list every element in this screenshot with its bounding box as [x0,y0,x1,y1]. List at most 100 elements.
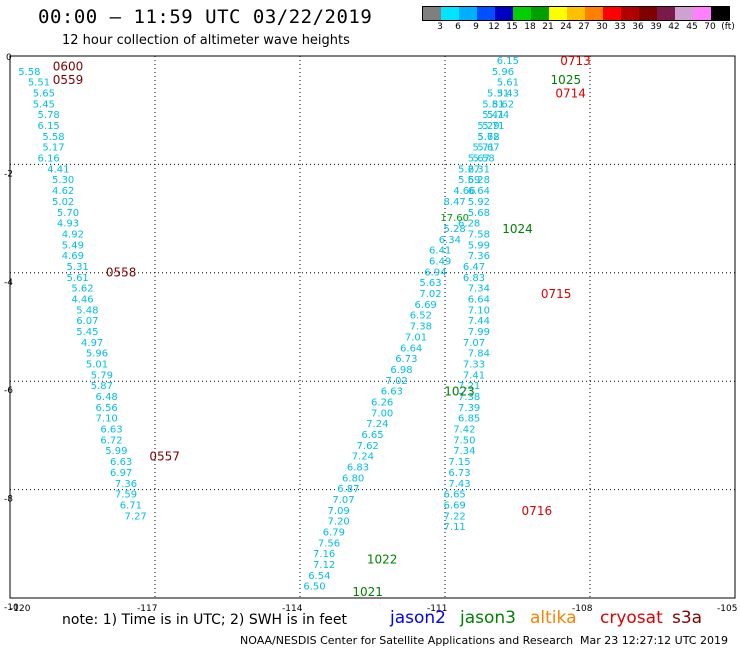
wave-height-label: 7.02 [386,376,408,387]
wave-height-label: 6.07 [76,316,98,327]
y-tick-label: -10 [4,603,19,613]
wave-height-label: 7.50 [453,435,475,446]
satellite-cryosat: cryosat [600,608,663,628]
wave-height-label: 7.36 [115,479,137,490]
legend-swatch-9 [585,7,603,20]
legend-label: 6 [455,22,461,32]
wave-height-label: 6.54 [308,571,330,582]
wave-height-label: 5.70 [57,208,79,219]
wave-height-label: 6.64 [468,186,490,197]
pass-time-label: 1025 [551,73,582,87]
legend-label: (ft) [721,22,735,32]
wave-height-label: 6.94 [424,267,446,278]
wave-height-label: 6.63 [381,387,403,398]
pass-time-label: 1022 [367,553,398,567]
wave-height-label: 5.28 [444,224,466,235]
wave-height-label: 7.38 [458,392,480,403]
wave-height-label: 5.31 [487,89,509,100]
wave-height-label: 5.29 [477,121,499,132]
pass-time-label: 1021 [352,585,383,599]
legend-swatch-14 [675,7,693,20]
legend-label: 9 [473,22,479,32]
wave-height-label: 6.49 [429,257,451,268]
wave-height-label: 7.43 [448,479,470,490]
wave-height-label: 5.62 [492,99,514,110]
wave-height-label: 6.73 [448,468,470,479]
legend-label: 27 [578,22,590,32]
wave-height-label: 6.34 [439,235,461,246]
wave-height-label: 6.65 [361,430,383,441]
y-tick-label: -4 [4,278,13,288]
wave-height-label: 6.65 [444,490,466,501]
legend-swatch-13 [657,7,675,20]
wave-height-label: 6.87 [337,484,359,495]
satellite-s3a: s3a [672,608,703,628]
color-scale-legend [422,6,730,21]
wave-height-label: 7.16 [313,549,335,560]
wave-height-label: 5.61 [497,78,519,89]
wave-height-label: 6.80 [342,473,364,484]
wave-height-label: 6.31 [468,164,490,175]
wave-height-label: 6.64 [400,343,422,354]
y-tick-label: -8 [4,495,13,505]
wave-height-label: 5.45 [33,99,55,110]
wave-height-label: 7.58 [468,229,490,240]
y-tick-label: 0 [6,53,12,63]
wave-height-label: 5.96 [492,67,514,78]
pass-time-label: 0559 [53,73,84,87]
wave-height-label: 7.20 [328,517,350,528]
wave-height-label: 7.44 [468,316,490,327]
wave-height-label: 6.48 [96,392,118,403]
pass-time-label: 0557 [149,450,180,464]
wave-height-label: 5.62 [71,284,93,295]
wave-height-label: 5.58 [42,132,64,143]
satellite-altika: altika [530,608,577,628]
wave-height-label: 5.51 [28,78,50,89]
wave-height-label: 6.85 [458,414,480,425]
x-tick-label: -117 [137,604,157,614]
y-tick-label: -2 [4,169,13,179]
credit-line: NOAA/NESDIS Center for Satellite Applica… [240,634,574,647]
wave-height-label: 6.28 [458,219,480,230]
wave-height-label: 6.83 [347,463,369,474]
wave-height-label: 7.38 [410,322,432,333]
legend-swatch-12 [639,7,657,20]
wave-height-label: 5.81 [482,99,504,110]
wave-height-label: 5.96 [86,349,108,360]
legend-swatch-5 [513,7,531,20]
wave-height-label: 4.93 [57,219,79,230]
wave-height-label: 7.59 [115,490,137,501]
pass-time-label: 1024 [502,222,533,236]
wave-height-label: 7.34 [468,284,490,295]
wave-height-label: 5.74 [487,110,509,121]
wave-height-label: 6.15 [497,56,519,67]
wave-height-label: 5.68 [468,208,490,219]
wave-height-label: 5.48 [76,305,98,316]
wave-height-label: 5.99 [468,240,490,251]
legend-swatch-7 [549,7,567,20]
pass-time-label: 0715 [541,287,572,301]
wave-height-label: 5.87 [91,381,113,392]
wave-height-label: 6.26 [371,397,393,408]
wave-height-label: 4.69 [62,251,84,262]
wave-height-label: 6.63 [110,457,132,468]
legend-label: 33 [614,22,626,32]
legend-label: 3 [437,22,443,32]
wave-height-label: 6.63 [100,425,122,436]
footer-note: note: 1) Time is in UTC; 2) SWH is in fe… [62,612,348,628]
wave-height-label: 5.01 [86,360,108,371]
legend-swatch-0 [423,7,441,20]
legend-label: 21 [542,22,554,32]
wave-height-label: 6.56 [96,403,118,414]
legend-label: 30 [596,22,608,32]
wave-height-label: 7.84 [468,349,490,360]
wave-height-label: 6.83 [463,273,485,284]
wave-height-label: 4.92 [62,229,84,240]
legend-label: 12 [488,22,500,32]
wave-height-label: 6.71 [120,500,142,511]
wave-height-label: 6.50 [303,582,325,593]
wave-height-label: 7.34 [453,446,475,457]
legend-swatch-3 [477,7,495,20]
wave-height-label: 7.15 [448,457,470,468]
